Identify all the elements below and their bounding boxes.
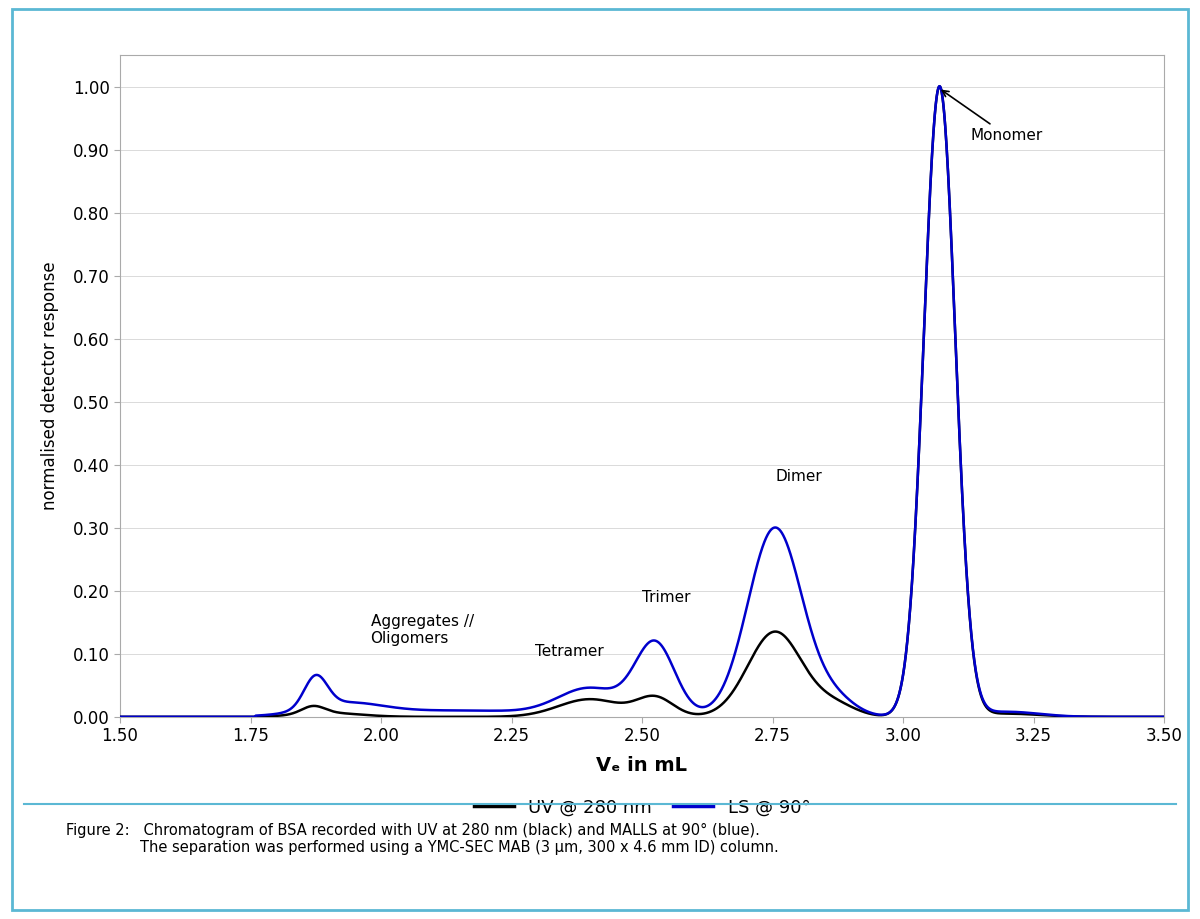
Text: Dimer: Dimer — [775, 469, 822, 483]
Text: Figure 2:   Chromatogram of BSA recorded with UV at 280 nm (black) and MALLS at : Figure 2: Chromatogram of BSA recorded w… — [66, 823, 779, 855]
Y-axis label: normalised detector response: normalised detector response — [41, 262, 59, 510]
Text: Aggregates //
Oligomers: Aggregates // Oligomers — [371, 614, 474, 646]
Legend: UV @ 280 nm, LS @ 90°: UV @ 280 nm, LS @ 90° — [467, 791, 817, 823]
Text: Trimer: Trimer — [642, 590, 690, 605]
Text: Monomer: Monomer — [942, 91, 1043, 143]
Text: Tetramer: Tetramer — [535, 644, 604, 659]
X-axis label: Vₑ in mL: Vₑ in mL — [596, 756, 688, 776]
